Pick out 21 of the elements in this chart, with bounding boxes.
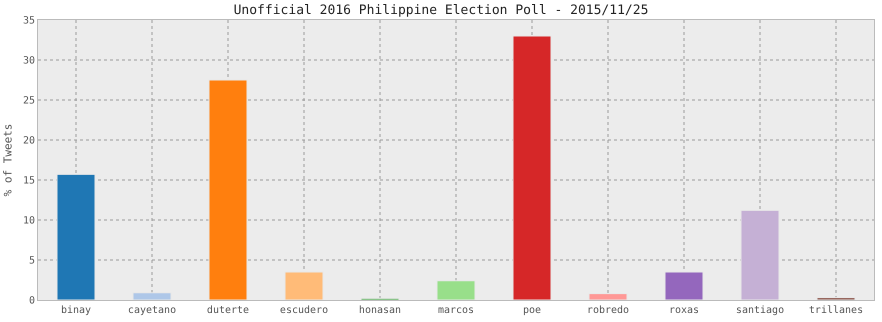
x-tick-label: honasan (358, 305, 402, 316)
y-tick-label: 30 (22, 56, 35, 66)
chart-title: Unofficial 2016 Philippine Election Poll - 2015/11/25 (234, 2, 648, 18)
x-tick-label: binay (60, 305, 92, 316)
y-tick-label: 20 (22, 136, 35, 146)
y-axis-title: % of Tweets (2, 124, 15, 196)
x-tick-label: roxas (668, 305, 700, 316)
y-tick-label: 35 (22, 16, 35, 26)
x-tick-label: trillanes (808, 305, 864, 316)
x-tick-label: santiago (736, 305, 784, 316)
y-tick-label: 5 (28, 256, 35, 266)
y-tick-label: 0 (28, 296, 35, 306)
x-tick-label: marcos (438, 305, 474, 316)
x-tick-label: poe (522, 305, 542, 316)
y-tick-label: 25 (22, 96, 35, 106)
x-tick-label: escudero (280, 305, 328, 316)
x-tick-label: robredo (586, 305, 630, 316)
x-tick-label: duterte (206, 305, 250, 316)
y-tick-label: 15 (22, 176, 35, 186)
y-tick-label: 10 (22, 216, 35, 226)
x-tick-label: cayetano (128, 305, 176, 316)
